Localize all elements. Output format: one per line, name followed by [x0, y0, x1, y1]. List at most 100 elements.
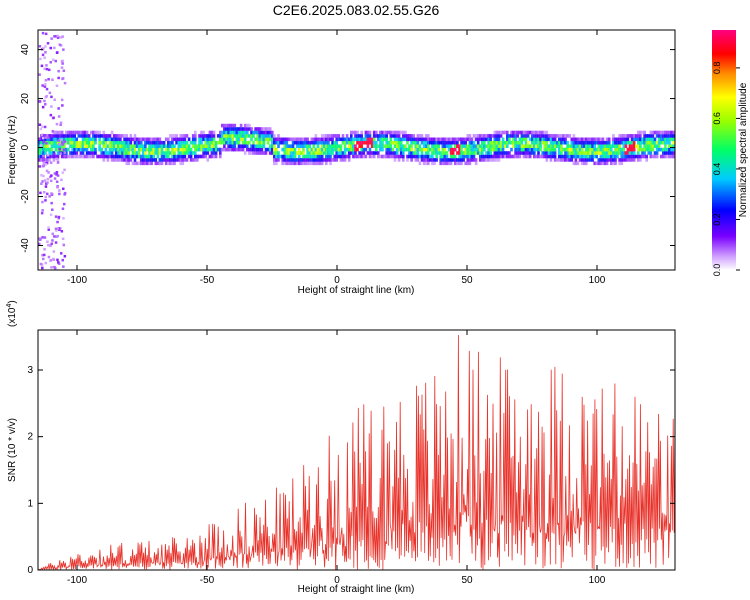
- spectrogram-cell: [533, 130, 536, 135]
- spectrogram-cell: [152, 144, 155, 148]
- spectrogram-cell: [377, 134, 380, 138]
- spectrogram-cell: [306, 147, 309, 152]
- spectrogram-cell: [377, 151, 380, 155]
- spectrogram-cell: [316, 140, 320, 145]
- spectrogram-cell: [553, 134, 557, 138]
- spectrogram-cell: [41, 133, 44, 137]
- spectrogram-cell: [229, 144, 232, 148]
- spectrogram-cell: [227, 134, 230, 138]
- spectrogram-cell: [104, 144, 108, 148]
- spectrogram-cell: [381, 130, 384, 135]
- spectrogram-cell: [583, 144, 586, 148]
- spectrogram-cell: [487, 151, 490, 155]
- spectrogram-cell: [131, 137, 135, 142]
- spectrogram-cell: [485, 137, 488, 142]
- spectrogram-cell: [152, 154, 155, 159]
- spectrogram-cell: [43, 125, 47, 129]
- spectrogram-cell: [45, 136, 48, 139]
- spectrogram-cell: [580, 161, 584, 166]
- spectrogram-cell: [246, 130, 249, 135]
- spectrogram-cell: [60, 144, 64, 148]
- spectrogram-cell: [148, 144, 151, 148]
- spectrogram-cell: [489, 134, 492, 138]
- spectrogram-cell: [520, 134, 524, 138]
- spectrogram-cell: [323, 140, 326, 145]
- spectrogram-cell: [248, 127, 251, 131]
- spectrogram-cell: [412, 140, 415, 145]
- spectrogram-cell: [150, 140, 153, 145]
- spectrogram-cell: [225, 127, 228, 131]
- spectrogram-cell: [258, 137, 262, 142]
- spectrogram-cell: [56, 151, 60, 155]
- spectrogram-cell: [51, 130, 55, 133]
- spectrogram-cell: [173, 137, 176, 142]
- spectrogram-cell: [560, 151, 563, 155]
- spectrogram-cell: [659, 140, 663, 145]
- spectrogram-cell: [38, 45, 42, 48]
- spectrogram-cell: [314, 134, 318, 138]
- spectrogram-cell: [585, 151, 588, 155]
- spectrogram-cell: [139, 140, 143, 145]
- spectrogram-cell: [58, 192, 61, 196]
- spectrogram-cell: [350, 144, 353, 148]
- spectrogram-cell: [243, 140, 247, 145]
- spectrogram-cell: [214, 151, 218, 155]
- spectrogram-cell: [460, 147, 463, 152]
- spectrogram-cell: [603, 144, 607, 148]
- spectrogram-cell: [393, 154, 397, 159]
- spectrogram-cell: [204, 154, 207, 159]
- spectrogram-cell: [133, 144, 137, 148]
- spectrogram-cell: [248, 134, 251, 138]
- y-tick-label: 3: [27, 365, 33, 376]
- spectrogram-cell: [620, 134, 623, 138]
- spectrogram-cell: [628, 154, 632, 159]
- spectrogram-cell: [595, 137, 598, 142]
- spectrogram-cell: [112, 144, 116, 148]
- spectrogram-cell: [360, 154, 363, 159]
- spectrogram-cell: [273, 151, 276, 155]
- spectrogram-cell: [323, 134, 326, 138]
- spectrogram-cell: [462, 144, 465, 148]
- spectrogram-cell: [647, 140, 650, 145]
- spectrogram-cell: [223, 123, 226, 128]
- spectrogram-cell: [102, 134, 106, 138]
- spectrogram-cell: [110, 137, 114, 142]
- spectrogram-cell: [622, 154, 626, 159]
- spectrogram-cell: [229, 127, 232, 131]
- spectrogram-cell: [497, 134, 501, 138]
- spectrogram-cell: [194, 140, 197, 145]
- spectrogram-cell: [497, 154, 501, 159]
- spectrogram-cell: [56, 174, 60, 177]
- spectrogram-cell: [639, 130, 642, 135]
- spectrogram-cell: [310, 137, 314, 142]
- spectrogram-cell: [435, 144, 438, 148]
- spectrogram-cell: [320, 154, 324, 159]
- spectrogram-cell: [304, 144, 307, 148]
- spectrogram-cell: [497, 130, 501, 135]
- spectrogram-cell: [662, 151, 665, 155]
- spectrogram-cell: [318, 161, 322, 166]
- spectrogram-cell: [497, 147, 501, 152]
- spectrogram-cell: [229, 123, 232, 128]
- spectrogram-cell: [277, 154, 280, 159]
- colorbar-tick-label: 0.4: [712, 163, 722, 176]
- spectrogram-cell: [653, 154, 657, 159]
- spectrogram-cell: [146, 154, 149, 159]
- spectrogram-cell: [587, 137, 590, 142]
- spectrogram-cell: [46, 177, 50, 181]
- spectrogram-cell: [479, 144, 482, 148]
- spectrogram-cell: [476, 140, 480, 145]
- spectrogram-cell: [481, 158, 484, 162]
- spectrogram-cell: [410, 137, 413, 142]
- spectrogram-cell: [391, 151, 395, 155]
- spectrogram-cell: [302, 144, 305, 148]
- spectrogram-cell: [121, 144, 124, 148]
- spectrogram-cell: [447, 161, 451, 166]
- spectrogram-cell: [458, 154, 461, 159]
- x-tick-label: 100: [589, 275, 606, 286]
- spectrogram-cell: [298, 144, 301, 148]
- spectrogram-cell: [62, 243, 66, 247]
- spectrogram-cell: [231, 130, 234, 135]
- spectrogram-cell: [408, 134, 411, 138]
- spectrogram-cell: [67, 130, 70, 135]
